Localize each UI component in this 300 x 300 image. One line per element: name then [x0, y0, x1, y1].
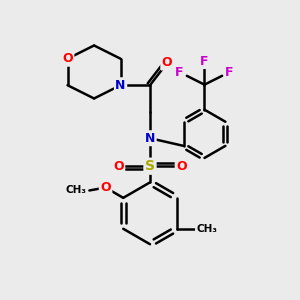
Text: O: O	[62, 52, 73, 65]
Text: CH₃: CH₃	[196, 224, 217, 234]
Text: O: O	[100, 181, 111, 194]
Text: N: N	[145, 132, 155, 145]
Text: CH₃: CH₃	[65, 185, 86, 196]
Text: S: S	[145, 159, 155, 173]
Text: F: F	[225, 66, 234, 80]
Text: F: F	[175, 66, 184, 80]
Text: F: F	[200, 55, 209, 68]
Text: N: N	[116, 79, 126, 92]
Text: O: O	[113, 160, 124, 173]
Text: O: O	[176, 160, 187, 173]
Text: O: O	[162, 56, 172, 69]
